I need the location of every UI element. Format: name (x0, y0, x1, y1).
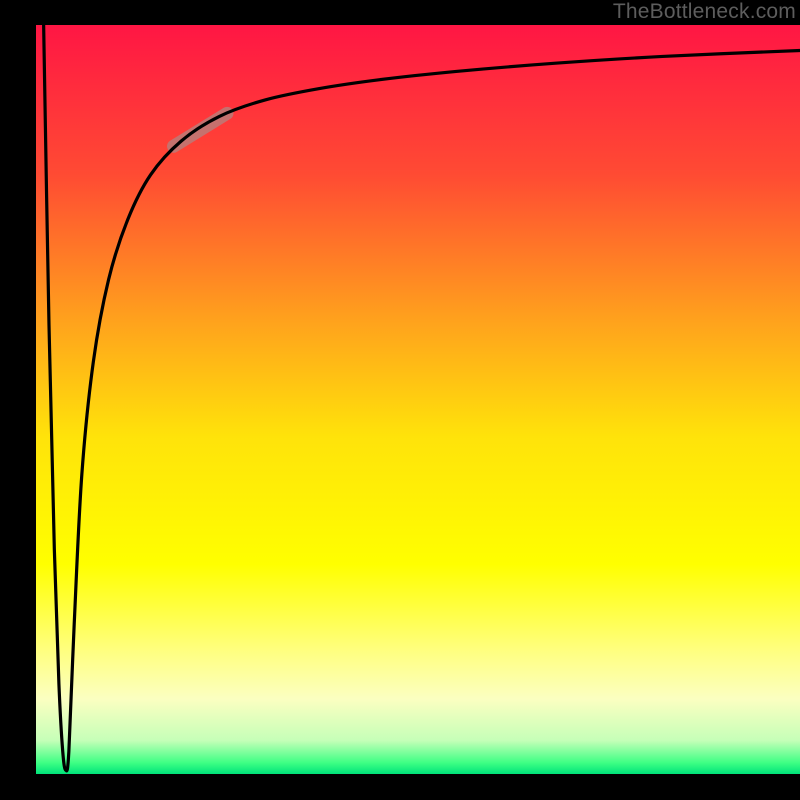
curve-layer (36, 25, 800, 774)
chart-frame: TheBottleneck.com (0, 0, 800, 800)
plot-area (36, 25, 800, 774)
watermark-text: TheBottleneck.com (613, 0, 796, 24)
bottleneck-curve (44, 25, 800, 771)
